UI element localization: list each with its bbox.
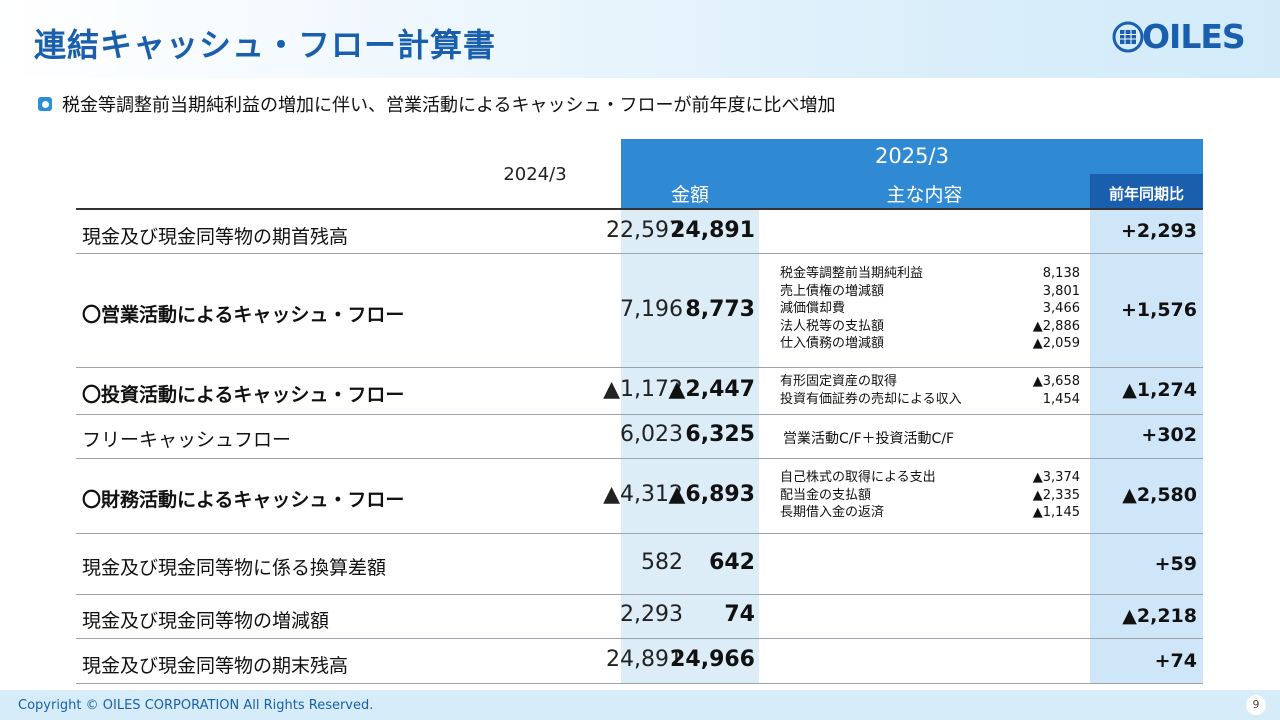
detail-item: 自己株式の取得による支出 ▲3,374	[780, 470, 1080, 485]
header-content: 主な内容	[886, 184, 963, 206]
table-row: 現金及び現金同等物に係る換算差額 582 642 +59	[76, 533, 1203, 594]
row-label: 現金及び現金同等物の増減額	[82, 610, 330, 632]
yoy-column-band	[1090, 139, 1203, 684]
prev-value: ▲4,312	[603, 482, 683, 507]
row-divider	[76, 414, 1203, 415]
prev-value: 582	[641, 550, 683, 575]
amount-value: 8,773	[685, 297, 755, 322]
row-label: 現金及び現金同等物の期首残高	[82, 226, 349, 248]
amount-value: 6,325	[685, 422, 755, 447]
prev-value: 22,597	[606, 218, 683, 243]
yoy-value: +74	[1154, 650, 1197, 672]
row-label: 〇営業活動によるキャッシュ・フロー	[82, 304, 405, 326]
title-bar	[0, 0, 1280, 78]
amount-value: ▲2,447	[668, 377, 755, 402]
yoy-value: ▲1,274	[1122, 379, 1197, 401]
row-label: 〇財務活動によるキャッシュ・フロー	[82, 489, 405, 511]
header-yoy: 前年同期比	[1108, 185, 1184, 203]
page-title: 連結キャッシュ・フロー計算書	[34, 26, 497, 64]
table-row: 現金及び現金同等物の期末残高 24,891 24,966 +74	[76, 638, 1203, 683]
yoy-value: +1,576	[1120, 299, 1197, 321]
detail-item: 法人税等の支払額 ▲2,886	[780, 318, 1080, 334]
prev-value: 2,293	[620, 602, 683, 627]
page-number: 9	[1246, 695, 1266, 715]
table-bottom-divider	[76, 683, 1203, 684]
yoy-header-band	[1090, 174, 1203, 209]
copyright: Copyright © OILES CORPORATION All Rights…	[18, 698, 374, 713]
header-prev-period: 2024/3	[503, 164, 567, 185]
headline-text: 税金等調整前当期純利益の増加に伴い、営業活動によるキャッシュ・フローが前年度に比…	[62, 95, 836, 116]
table-row: フリーキャッシュフロー 6,023 6,325 +302 営業活動C/F＋投資活…	[76, 414, 1203, 458]
row-label: 現金及び現金同等物の期末残高	[82, 655, 349, 677]
table-row: 現金及び現金同等物の期首残高 22,597 24,891 +2,293	[76, 208, 1203, 253]
detail-item: 売上債権の増減額 3,801	[780, 283, 1080, 299]
amount-value: 642	[709, 550, 755, 575]
detail-item: 投資有価証券の売却による収入 1,454	[780, 391, 1080, 407]
row-divider	[76, 533, 1203, 534]
detail-item: 仕入債務の増減額 ▲2,059	[780, 336, 1080, 351]
row-divider	[76, 253, 1203, 254]
table-row: 現金及び現金同等物の増減額 2,293 74 ▲2,218	[76, 594, 1203, 638]
details-list: 有形固定資産の取得 ▲3,658 投資有価証券の売却による収入 1,454	[780, 373, 1080, 408]
prev-value: 7,196	[620, 297, 683, 322]
amount-value: ▲6,893	[668, 482, 755, 507]
detail-item: 減価償却費 3,466	[780, 301, 1080, 316]
header-amount: 金額	[670, 184, 709, 206]
row-label: 現金及び現金同等物に係る換算差額	[82, 557, 387, 579]
prev-value: ▲1,172	[603, 377, 683, 402]
header-divider	[76, 208, 1203, 210]
row-divider	[76, 594, 1203, 595]
row-label: フリーキャッシュフロー	[82, 429, 292, 451]
bullet-square-icon	[38, 97, 52, 111]
company-logo: OILES	[1112, 17, 1246, 59]
row-divider	[76, 367, 1203, 368]
logo-wordmark: OILES	[1142, 17, 1246, 56]
detail-item: 配当金の支払額 ▲2,335	[780, 487, 1080, 503]
detail-item: 有形固定資産の取得 ▲3,658	[780, 374, 1080, 389]
table-row: 〇投資活動によるキャッシュ・フロー ▲1,172 ▲2,447 ▲1,274 有…	[76, 367, 1203, 414]
header-current-period: 2025/3	[875, 144, 949, 168]
row-divider	[76, 458, 1203, 459]
prev-value: 6,023	[620, 422, 683, 447]
row-divider	[76, 638, 1203, 639]
yoy-value: +302	[1141, 424, 1197, 446]
row-note: 営業活動C/F＋投資活動C/F	[783, 431, 955, 447]
amount-column-band	[621, 139, 759, 684]
yoy-value: +2,293	[1120, 220, 1197, 242]
yoy-value: ▲2,580	[1122, 484, 1197, 506]
details-list: 自己株式の取得による支出 ▲3,374 配当金の支払額 ▲2,335 長期借入金の返…	[780, 469, 1080, 522]
headline: 税金等調整前当期純利益の増加に伴い、営業活動によるキャッシュ・フローが前年度に比…	[38, 92, 835, 116]
globe-emblem-icon	[1112, 21, 1144, 53]
details-list: 税金等調整前当期純利益 8,138 売上債権の増減額 3,801 減価償却費 3,46…	[780, 265, 1080, 353]
detail-item: 税金等調整前当期純利益 8,138	[780, 266, 1080, 281]
prev-value: 24,891	[606, 647, 683, 672]
yoy-value: ▲2,218	[1122, 605, 1197, 627]
detail-item: 長期借入金の返済 ▲1,145	[780, 505, 1080, 520]
footer-bar: Copyright © OILES CORPORATION All Rights…	[0, 690, 1280, 720]
amount-value: 74	[724, 602, 755, 627]
amount-value: 24,891	[670, 218, 755, 243]
yoy-value: +59	[1154, 553, 1197, 575]
row-label: 〇投資活動によるキャッシュ・フロー	[82, 384, 405, 406]
table-row: 〇財務活動によるキャッシュ・フロー ▲4,312 ▲6,893 ▲2,580 自…	[76, 458, 1203, 533]
amount-value: 24,966	[670, 647, 755, 672]
table-row: 〇営業活動によるキャッシュ・フロー 7,196 8,773 +1,576 税金等…	[76, 253, 1203, 367]
